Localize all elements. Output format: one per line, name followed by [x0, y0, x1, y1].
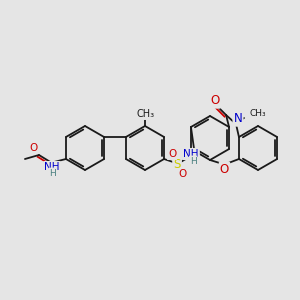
Text: NH: NH: [44, 162, 60, 172]
Text: N: N: [234, 112, 242, 125]
Text: O: O: [168, 149, 176, 159]
Text: O: O: [220, 163, 229, 176]
Text: S: S: [173, 158, 181, 170]
Text: H: H: [190, 157, 196, 166]
Text: H: H: [49, 169, 56, 178]
Text: O: O: [30, 143, 38, 153]
Text: CH₃: CH₃: [137, 109, 155, 119]
Text: O: O: [178, 169, 186, 179]
Text: O: O: [210, 94, 220, 107]
Text: NH: NH: [183, 149, 199, 159]
Text: CH₃: CH₃: [249, 110, 266, 118]
